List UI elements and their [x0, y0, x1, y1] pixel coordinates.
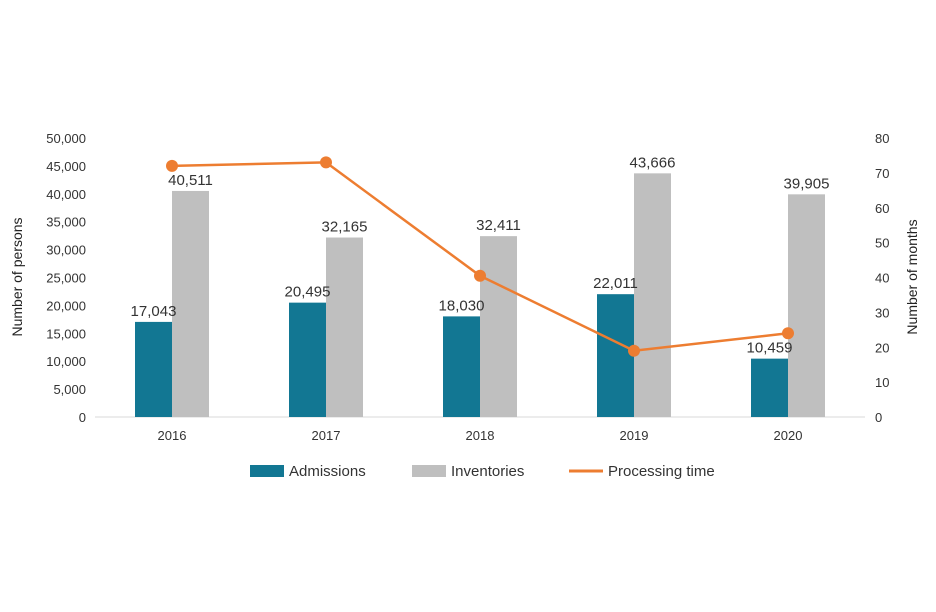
point-processing-time [628, 344, 640, 357]
data-label-inventories: 39,905 [784, 175, 830, 192]
legend-swatch-admissions [250, 465, 284, 477]
data-label-inventories: 43,666 [630, 154, 676, 171]
bar-inventories [788, 194, 825, 417]
y-tick-left-label: 15,000 [46, 326, 86, 341]
y-tick-left-label: 5,000 [53, 382, 86, 397]
y-tick-right-label: 10 [875, 375, 889, 390]
point-processing-time [474, 269, 486, 282]
x-tick-label: 2018 [466, 428, 495, 443]
legend-label-inventories: Inventories [451, 463, 524, 480]
bar-admissions [751, 358, 788, 417]
bar-admissions [135, 321, 172, 417]
bar-admissions [443, 316, 480, 417]
data-label-admissions: 22,011 [593, 275, 638, 292]
data-label-admissions: 10,459 [747, 340, 793, 357]
y-tick-right-label: 40 [875, 271, 889, 286]
bar-admissions [597, 294, 634, 417]
x-tick-label: 2016 [158, 428, 187, 443]
y-tick-left-label: 50,000 [46, 131, 86, 146]
x-tick-label: 2017 [312, 428, 341, 443]
y-tick-right-label: 60 [875, 201, 889, 216]
bar-inventories [326, 237, 363, 417]
y-axis-left-ticks: 0 5,000 10,000 15,000 20,000 25,000 30,000 35,0… [46, 131, 86, 425]
y-tick-left-label: 35,000 [46, 215, 86, 230]
legend-label-admissions: Admissions [289, 463, 366, 480]
y-tick-right-label: 80 [875, 131, 889, 146]
data-label-admissions: 18,030 [439, 297, 485, 314]
legend: Admissions Inventories Processing time [250, 463, 715, 480]
y-tick-right-label: 30 [875, 305, 889, 320]
bar-admissions [289, 302, 326, 417]
bars-group [135, 173, 825, 417]
x-tick-label: 2019 [620, 428, 649, 443]
data-label-inventories: 32,411 [476, 217, 521, 234]
data-labels-group: 17,043 40,511 20,495 32,165 18,030 32,411 22,0… [131, 154, 830, 356]
y-axis-right-ticks: 0 10 20 30 40 50 60 70 80 [875, 131, 889, 425]
y-tick-left-label: 20,000 [46, 298, 86, 313]
point-processing-time [166, 159, 178, 172]
y-tick-right-label: 0 [875, 410, 882, 425]
y-tick-left-label: 30,000 [46, 243, 86, 258]
y-tick-right-label: 70 [875, 166, 889, 181]
y-tick-left-label: 10,000 [46, 354, 86, 369]
point-processing-time [320, 156, 332, 169]
data-label-inventories: 32,165 [322, 219, 368, 236]
x-axis-ticks: 2016 2017 2018 2019 2020 [158, 428, 803, 443]
data-label-admissions: 17,043 [131, 303, 177, 320]
legend-swatch-inventories [412, 465, 446, 477]
bar-inventories [172, 190, 209, 417]
y-tick-left-label: 45,000 [46, 159, 86, 174]
x-tick-label: 2020 [774, 428, 803, 443]
data-label-inventories: 40,511 [168, 172, 213, 189]
y-axis-left-title: Number of persons [9, 217, 25, 336]
y-tick-left-label: 0 [79, 410, 86, 425]
y-axis-right-title: Number of months [904, 219, 920, 334]
y-tick-right-label: 20 [875, 340, 889, 355]
line-series-group [166, 156, 794, 357]
data-label-admissions: 20,495 [285, 284, 331, 301]
point-processing-time [782, 327, 794, 340]
y-tick-left-label: 40,000 [46, 187, 86, 202]
bar-inventories [634, 173, 671, 417]
y-tick-left-label: 25,000 [46, 271, 86, 286]
y-tick-right-label: 50 [875, 236, 889, 251]
bar-inventories [480, 236, 517, 417]
legend-label-processing-time: Processing time [608, 463, 715, 480]
